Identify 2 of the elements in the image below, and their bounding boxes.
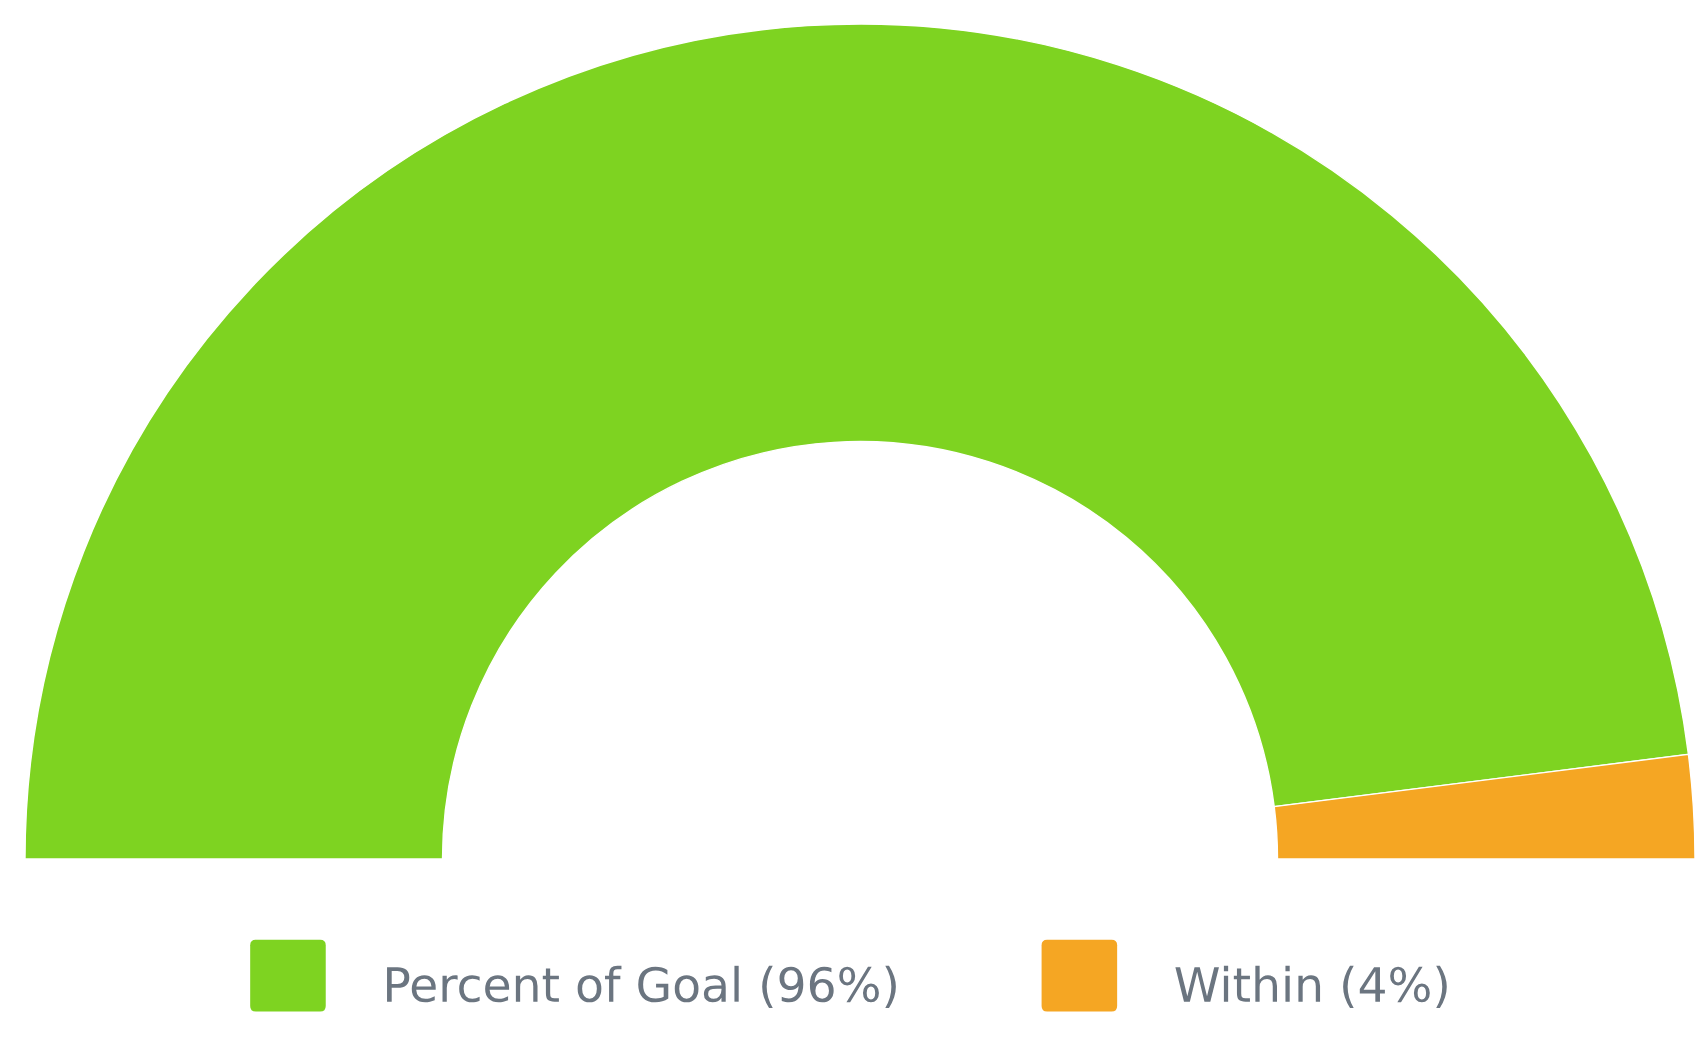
legend-label: Percent of Goal (96%) — [387, 965, 896, 1008]
legend-label: Within (4%) — [1175, 965, 1447, 1008]
